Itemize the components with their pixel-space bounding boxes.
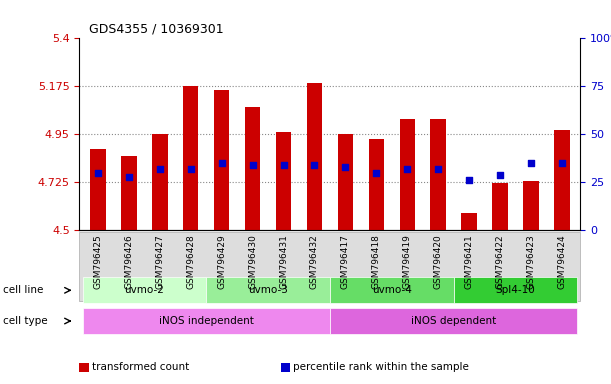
Text: GSM796419: GSM796419 <box>403 234 412 289</box>
Text: GSM796423: GSM796423 <box>527 234 535 289</box>
Point <box>247 162 257 168</box>
Point <box>464 177 474 184</box>
Text: transformed count: transformed count <box>92 362 189 372</box>
Text: GSM796432: GSM796432 <box>310 234 319 289</box>
Point <box>433 166 443 172</box>
Bar <box>79 232 580 301</box>
Text: Spl4-10: Spl4-10 <box>496 285 535 295</box>
Bar <box>431 119 446 230</box>
Text: GSM796427: GSM796427 <box>155 234 164 289</box>
Text: iNOS dependent: iNOS dependent <box>411 316 496 326</box>
Bar <box>90 149 106 230</box>
Bar <box>82 277 207 303</box>
Point <box>124 174 134 180</box>
Text: cell type: cell type <box>3 316 48 326</box>
Point <box>526 160 536 166</box>
Bar <box>492 184 508 230</box>
Point <box>403 166 412 172</box>
Bar <box>281 363 290 372</box>
Text: GSM796418: GSM796418 <box>372 234 381 289</box>
Bar <box>368 139 384 230</box>
Bar <box>330 277 453 303</box>
Bar <box>152 134 167 230</box>
Bar <box>554 130 569 230</box>
Bar <box>183 86 199 230</box>
Text: GSM796429: GSM796429 <box>217 234 226 289</box>
Text: GSM796428: GSM796428 <box>186 234 196 289</box>
Point <box>279 162 288 168</box>
Bar <box>121 156 137 230</box>
Text: percentile rank within the sample: percentile rank within the sample <box>293 362 469 372</box>
Text: GSM796420: GSM796420 <box>434 234 443 289</box>
Text: GSM796421: GSM796421 <box>464 234 474 289</box>
Point <box>186 166 196 172</box>
Bar <box>461 214 477 230</box>
Point <box>340 164 350 170</box>
Bar <box>245 107 260 230</box>
Text: uvmo-2: uvmo-2 <box>125 285 164 295</box>
Text: GSM796426: GSM796426 <box>125 234 133 289</box>
Bar <box>207 277 330 303</box>
Bar <box>79 363 89 372</box>
Text: GSM796417: GSM796417 <box>341 234 350 289</box>
Bar <box>276 132 291 230</box>
Point <box>155 166 165 172</box>
Point <box>217 160 227 166</box>
Bar <box>307 83 322 230</box>
Bar <box>400 119 415 230</box>
Bar <box>523 181 539 230</box>
Bar <box>330 308 577 334</box>
Bar <box>82 308 330 334</box>
Point <box>371 170 381 176</box>
Point <box>495 172 505 178</box>
Text: GSM796424: GSM796424 <box>557 234 566 289</box>
Point <box>310 162 320 168</box>
Text: GSM796431: GSM796431 <box>279 234 288 289</box>
Point <box>557 160 567 166</box>
Text: GDS4355 / 10369301: GDS4355 / 10369301 <box>89 23 224 36</box>
Text: uvmo-4: uvmo-4 <box>372 285 412 295</box>
Text: GSM796422: GSM796422 <box>496 234 505 289</box>
Text: uvmo-3: uvmo-3 <box>248 285 288 295</box>
Bar <box>338 134 353 230</box>
Text: iNOS independent: iNOS independent <box>159 316 254 326</box>
Point <box>93 170 103 176</box>
Text: GSM796430: GSM796430 <box>248 234 257 289</box>
Text: GSM796425: GSM796425 <box>93 234 103 289</box>
Bar <box>214 89 229 230</box>
Text: cell line: cell line <box>3 285 43 295</box>
Bar <box>453 277 577 303</box>
